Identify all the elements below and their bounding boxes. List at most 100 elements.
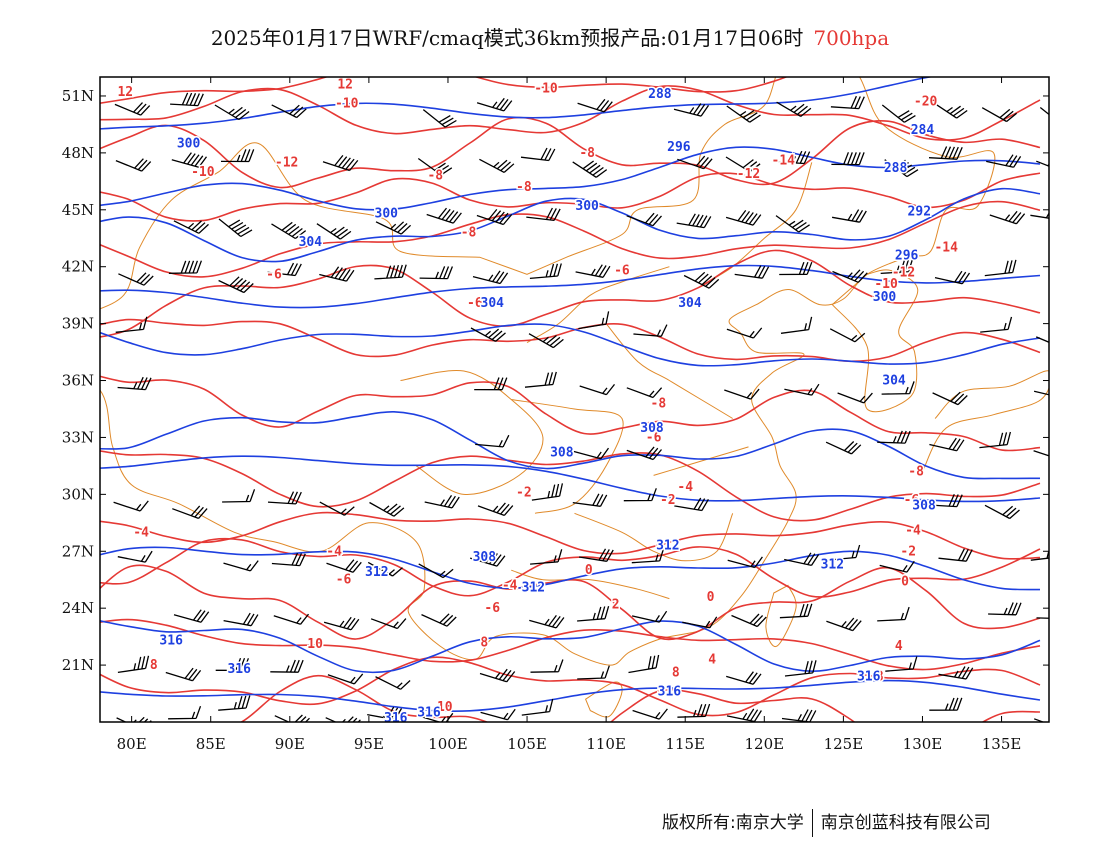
wind-barb — [369, 501, 405, 517]
temperature-contour-line — [100, 85, 1041, 141]
wind-barb — [117, 376, 152, 391]
temperature-label: -4 — [677, 480, 693, 495]
wind-barb — [623, 488, 657, 502]
wind-barb — [479, 158, 515, 173]
height-label: 308 — [473, 550, 497, 565]
wind-barb — [881, 104, 916, 123]
height-contour-line — [100, 264, 1041, 309]
wind-barb — [880, 259, 914, 275]
height-label: 312 — [821, 558, 844, 573]
height-label: 304 — [481, 296, 505, 311]
wind-barb — [218, 218, 253, 238]
lat-tick-label: 51N — [62, 87, 94, 105]
temperature-label: -8 — [579, 146, 595, 161]
temperature-label: -12 — [275, 155, 298, 170]
wind-barb — [325, 716, 361, 722]
wind-barb — [726, 671, 762, 685]
temperature-contour-line — [100, 172, 1041, 222]
wind-barb — [370, 618, 407, 630]
map-title: 2025年01月17日WRF/cmaq模式36km预报产品:01月17日06时 7… — [0, 22, 1100, 51]
wind-barb — [426, 207, 462, 224]
temperature-contour-line — [100, 537, 1041, 598]
wind-barb — [319, 501, 355, 516]
wind-barb — [938, 548, 973, 562]
height-label: 312 — [365, 565, 388, 580]
lon-tick-label: 130E — [903, 735, 943, 753]
wind-barb — [828, 544, 861, 561]
copyright: 版权所有:南京大学 南京创蓝科技有限公司 — [662, 808, 991, 837]
wind-barb — [877, 430, 911, 444]
height-label: 304 — [678, 296, 702, 311]
wind-barb — [731, 613, 767, 628]
height-label: 288 — [884, 161, 908, 176]
height-contour-line — [100, 146, 1041, 211]
wind-barb — [521, 698, 554, 716]
height-contour-line — [100, 410, 1041, 480]
wind-barb — [529, 263, 562, 280]
temperature-label: -4 — [905, 523, 921, 538]
lon-tick-label: 125E — [824, 735, 864, 753]
wind-barb — [173, 609, 210, 623]
temperature-label: -6 — [904, 493, 920, 508]
height-label: 304 — [882, 374, 906, 389]
wind-barb — [726, 105, 761, 123]
wind-barb — [784, 383, 820, 396]
height-contour-line — [100, 187, 1041, 263]
wind-barb — [530, 659, 564, 673]
temperature-contour-line — [100, 656, 1041, 717]
wind-barb — [577, 606, 610, 622]
wind-barb — [274, 714, 310, 722]
wind-barb — [323, 616, 360, 631]
height-label: 300 — [375, 207, 399, 222]
wind-barb — [626, 212, 662, 227]
wind-barb — [223, 612, 259, 627]
temperature-label: -8 — [651, 396, 667, 411]
wind-barb — [579, 548, 614, 562]
taiwan-boundary — [765, 584, 797, 648]
lon-tick-label: 90E — [275, 735, 305, 753]
wind-barb — [222, 489, 256, 503]
province-boundary — [605, 323, 733, 419]
temperature-contour-line — [100, 318, 1041, 363]
wind-barb — [829, 328, 866, 343]
wind-barb — [885, 656, 918, 672]
wind-barb — [165, 667, 202, 682]
wind-barb — [218, 276, 254, 294]
temperature-label: -2 — [516, 485, 532, 500]
wind-barb — [628, 654, 660, 674]
wind-barb — [115, 316, 148, 333]
temperature-label: 12 — [117, 85, 133, 100]
temperature-label: -8 — [908, 465, 924, 480]
wind-barb — [831, 209, 867, 223]
wind-barb — [938, 666, 974, 680]
temperature-label: -4 — [133, 525, 149, 540]
lon-tick-label: 135E — [982, 735, 1022, 753]
wind-barb — [1030, 211, 1049, 219]
wind-barb — [526, 207, 561, 222]
wind-barb — [1033, 390, 1049, 396]
wind-barb — [322, 154, 359, 172]
temperature-contour-line — [100, 249, 1041, 338]
wind-barb — [1039, 106, 1049, 116]
wind-barb — [418, 563, 454, 579]
temperature-label: -6 — [484, 601, 500, 616]
wind-barb — [725, 156, 761, 173]
wind-barb — [932, 391, 968, 406]
wind-barb — [631, 548, 665, 564]
height-label: 300 — [575, 199, 599, 214]
wind-barb — [837, 392, 873, 404]
lat-tick-label: 42N — [62, 258, 94, 276]
height-label: 312 — [522, 580, 545, 595]
wind-barb — [928, 493, 963, 508]
latitude-axis: 51N 48N 45N 42N 39N 36N 33N 30N 27N 24N 21N — [62, 87, 1049, 674]
wind-barb — [477, 502, 514, 517]
lon-tick-label: 115E — [665, 735, 705, 753]
height-label: 316 — [227, 662, 251, 677]
wind-barb — [1033, 450, 1049, 457]
wind-barb — [475, 434, 510, 448]
temperature-label: 0 — [585, 563, 593, 578]
lat-tick-label: 30N — [62, 485, 94, 503]
copyright-company: 南京创蓝科技有限公司 — [820, 813, 991, 833]
wind-barb — [531, 483, 564, 501]
